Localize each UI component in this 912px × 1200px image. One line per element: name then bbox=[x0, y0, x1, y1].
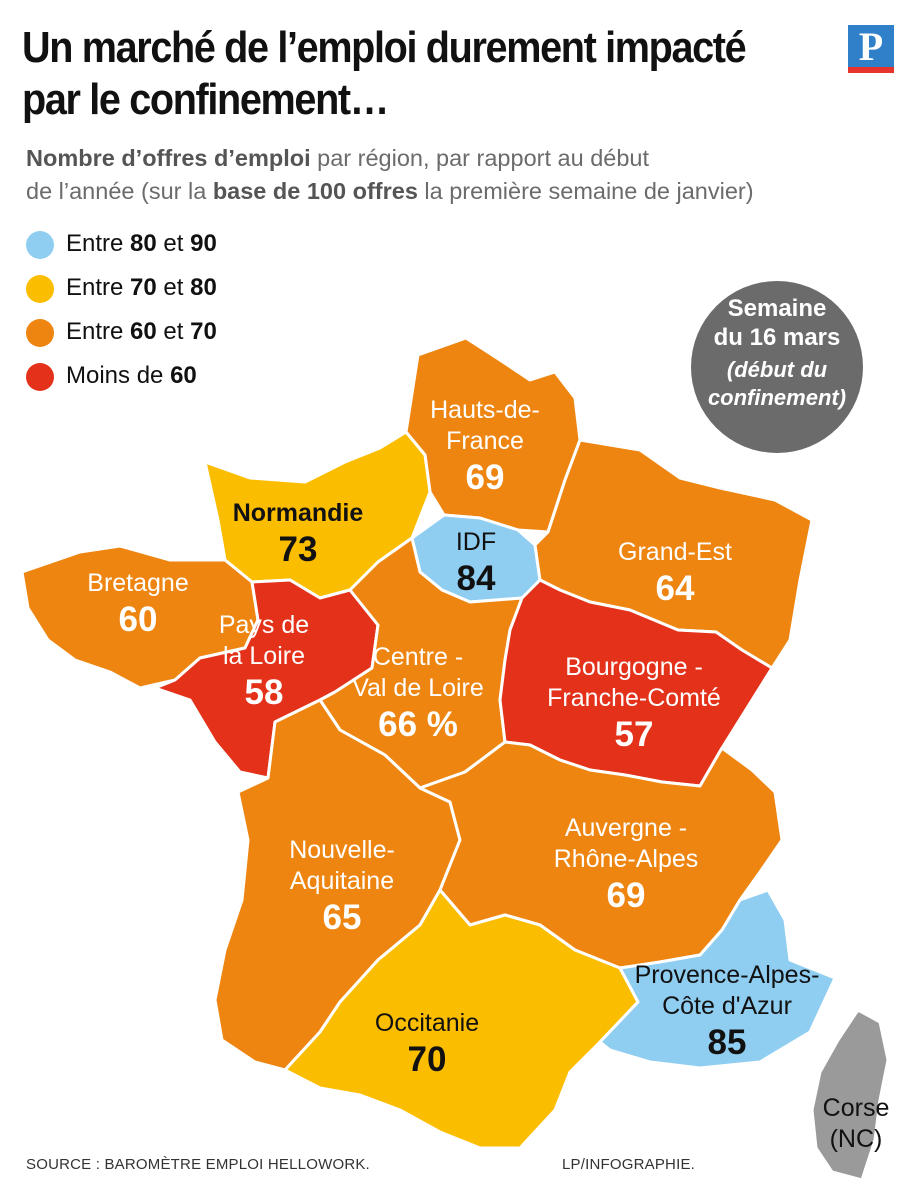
label-auvergne-name-2: Rhône-Alpes bbox=[553, 845, 699, 873]
label-paca-name-2: Côte d'Azur bbox=[662, 992, 792, 1020]
label-corse-name-2: (NC) bbox=[829, 1125, 883, 1153]
label-centre-name-2: Val de Loire bbox=[352, 674, 484, 702]
legend-item-under-60: Moins de 60 bbox=[26, 360, 286, 394]
subtitle: Nombre d’offres d’emploi par région, par… bbox=[26, 142, 896, 208]
badge-line-1: Semaine bbox=[727, 295, 827, 322]
badge-line-2: du 16 mars bbox=[713, 324, 841, 351]
label-idf: IDF 84 bbox=[456, 527, 496, 600]
label-idf-name: IDF bbox=[455, 528, 497, 556]
region-corse bbox=[810, 1008, 890, 1182]
source-credit: SOURCE : BAROMÈTRE EMPLOI HELLOWORK. bbox=[26, 1156, 370, 1173]
label-pays-de-la-loire-name-1: Pays de bbox=[218, 611, 310, 639]
label-nouvelle-aquitaine-value: 65 bbox=[322, 898, 362, 937]
label-paca-value: 85 bbox=[707, 1023, 747, 1062]
subtitle-text-2: de l’année (sur la bbox=[26, 178, 213, 204]
label-centre-value: 66 % bbox=[378, 705, 458, 744]
le-parisien-logo: P bbox=[848, 25, 894, 73]
legend-swatch-60-70 bbox=[26, 319, 54, 347]
label-bretagne: Bretagne 60 bbox=[87, 568, 188, 641]
label-paca: Provence-Alpes- Côte d'Azur 85 bbox=[635, 960, 820, 1064]
logo-bar bbox=[848, 67, 894, 73]
label-occitanie: Occitanie 70 bbox=[375, 1008, 479, 1081]
label-bretagne-name: Bretagne bbox=[87, 569, 189, 597]
label-bourgogne-value: 57 bbox=[614, 715, 654, 754]
label-occitanie-name: Occitanie bbox=[374, 1009, 480, 1037]
label-nouvelle-aquitaine-name-1: Nouvelle- bbox=[289, 836, 395, 864]
label-idf-value: 84 bbox=[456, 559, 496, 598]
subtitle-text-3: la première semaine de janvier) bbox=[417, 178, 754, 204]
region-paca bbox=[598, 888, 837, 1070]
label-corse-name-1: Corse bbox=[822, 1094, 890, 1122]
label-occitanie-value: 70 bbox=[407, 1040, 447, 1079]
badge-line-3: (début du bbox=[726, 357, 828, 382]
infographic-credit: LP/INFOGRAPHIE. bbox=[562, 1156, 696, 1173]
label-normandie: Normandie 73 bbox=[233, 498, 364, 571]
label-hauts-de-france: Hauts-de- France 69 bbox=[430, 395, 540, 499]
label-pays-de-la-loire-name-2: la Loire bbox=[223, 642, 305, 670]
region-occitanie bbox=[283, 888, 640, 1150]
label-auvergne-value: 69 bbox=[606, 876, 646, 915]
label-bourgogne-name-2: Franche-Comté bbox=[547, 684, 721, 712]
subtitle-bold-1: Nombre d’offres d’emploi bbox=[26, 145, 311, 171]
page-title: Un marché de l’emploi durement impacté p… bbox=[22, 22, 747, 126]
label-corse: Corse (NC) bbox=[823, 1093, 890, 1155]
label-bourgogne-franche-comte: Bourgogne - Franche-Comté 57 bbox=[547, 652, 721, 756]
logo-letter: P bbox=[858, 24, 884, 69]
legend-swatch-under-60 bbox=[26, 363, 54, 391]
label-grand-est: Grand-Est 64 bbox=[618, 537, 732, 610]
badge-line-4: confinement) bbox=[707, 385, 847, 410]
label-grand-est-name: Grand-Est bbox=[618, 538, 732, 566]
label-paca-name-1: Provence-Alpes- bbox=[634, 961, 820, 989]
label-pays-de-la-loire: Pays de la Loire 58 bbox=[219, 610, 309, 714]
label-normandie-name: Normandie bbox=[232, 499, 364, 527]
week-badge: Semaine du 16 mars (début du confinement… bbox=[691, 281, 863, 453]
label-normandie-value: 73 bbox=[278, 530, 318, 569]
label-hauts-de-france-value: 69 bbox=[465, 458, 505, 497]
label-bretagne-value: 60 bbox=[118, 600, 158, 639]
label-bourgogne-name-1: Bourgogne - bbox=[565, 653, 703, 681]
label-hauts-de-france-name-2: France bbox=[446, 427, 524, 455]
label-auvergne-name-1: Auvergne - bbox=[564, 814, 688, 842]
title-line-2: par le confinement… bbox=[22, 75, 389, 124]
label-nouvelle-aquitaine: Nouvelle- Aquitaine 65 bbox=[289, 835, 395, 939]
label-nouvelle-aquitaine-name-2: Aquitaine bbox=[289, 867, 395, 895]
label-hauts-de-france-name-1: Hauts-de- bbox=[430, 396, 540, 424]
label-grand-est-value: 64 bbox=[655, 569, 695, 608]
label-centre-name-1: Centre - bbox=[372, 643, 464, 671]
legend-swatch-70-80 bbox=[26, 275, 54, 303]
legend-item-60-70: Entre 60 et 70 bbox=[26, 316, 286, 350]
subtitle-text-1: par région, par rapport au début bbox=[310, 145, 650, 171]
legend-item-70-80: Entre 70 et 80 bbox=[26, 272, 286, 306]
label-centre-val-de-loire: Centre - Val de Loire 66 % bbox=[352, 642, 484, 746]
label-auvergne-rhone-alpes: Auvergne - Rhône-Alpes 69 bbox=[554, 813, 699, 917]
label-pays-de-la-loire-value: 58 bbox=[244, 673, 284, 712]
title-line-1: Un marché de l’emploi durement impacté bbox=[22, 23, 747, 72]
subtitle-bold-2: base de 100 offres bbox=[212, 178, 418, 204]
legend-item-80-90: Entre 80 et 90 bbox=[26, 228, 286, 262]
legend-swatch-80-90 bbox=[26, 231, 54, 259]
